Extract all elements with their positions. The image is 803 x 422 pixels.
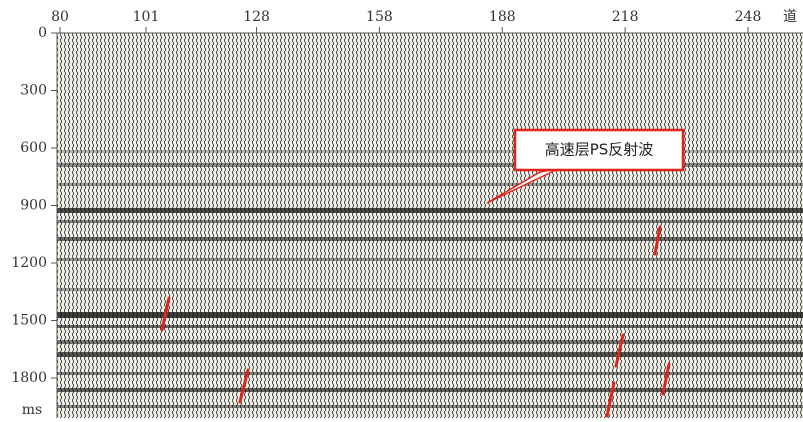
band (57, 183, 803, 186)
callout-text: 高速层PS反射波 (545, 141, 654, 159)
band (57, 312, 803, 318)
y-tick-label: 900 (20, 198, 47, 214)
y-tick-label: 0 (38, 25, 47, 41)
band (57, 372, 803, 375)
band (57, 220, 803, 223)
y-tick-label: 300 (20, 83, 47, 99)
x-tick-label: 128 (243, 9, 270, 25)
y-unit: ms (22, 402, 42, 418)
band (57, 405, 803, 408)
band (57, 288, 803, 291)
page: 高速层PS反射波 80 101 128 158 188 218 248 道 0 300 600 900… (0, 0, 803, 422)
y-tick-label: 600 (20, 140, 47, 156)
x-tick-label: 188 (489, 9, 516, 25)
x-tick-label: 218 (612, 9, 639, 25)
y-tick-label: 1500 (11, 313, 47, 329)
trace-texture (57, 33, 803, 418)
band (57, 340, 803, 344)
x-tick-label: 248 (735, 9, 762, 25)
band (57, 163, 803, 167)
band (57, 258, 803, 261)
x-tick-label: 101 (133, 9, 160, 25)
band (57, 352, 803, 357)
band (57, 237, 803, 241)
band (57, 150, 803, 153)
x-tick-label: 80 (51, 9, 69, 25)
y-tick-label: 1200 (11, 255, 47, 271)
x-tick-label: 158 (366, 9, 393, 25)
band (57, 208, 803, 213)
x-unit: 道 (783, 9, 797, 25)
band (57, 325, 803, 328)
seismic-section: 高速层PS反射波 80 101 128 158 188 218 248 道 0 300 600 900… (0, 0, 803, 418)
band (57, 388, 803, 392)
y-tick-label: 1800 (11, 370, 47, 386)
